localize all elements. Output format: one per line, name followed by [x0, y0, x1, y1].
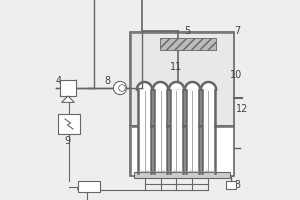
Text: 3: 3 — [234, 180, 240, 190]
Bar — [131, 127, 233, 175]
Text: 4: 4 — [56, 76, 62, 86]
Polygon shape — [154, 83, 167, 90]
Text: 8: 8 — [104, 76, 110, 86]
Bar — [139, 90, 150, 173]
Bar — [171, 90, 182, 173]
Text: 7: 7 — [234, 26, 240, 36]
Bar — [203, 90, 214, 173]
Text: 12: 12 — [236, 104, 248, 114]
Bar — [226, 181, 236, 189]
Bar — [187, 90, 198, 173]
Bar — [60, 80, 76, 96]
Polygon shape — [138, 83, 151, 90]
Text: 10: 10 — [230, 70, 242, 80]
Polygon shape — [170, 83, 183, 90]
Circle shape — [119, 85, 125, 91]
Bar — [160, 38, 216, 50]
Text: 11: 11 — [170, 62, 182, 72]
Bar — [131, 33, 233, 125]
Bar — [78, 181, 100, 192]
Bar — [130, 32, 234, 176]
Bar — [58, 114, 80, 134]
Text: AC/DC: AC/DC — [77, 182, 101, 191]
Bar — [155, 90, 166, 173]
Circle shape — [113, 81, 127, 95]
Text: 5: 5 — [184, 26, 190, 36]
Polygon shape — [202, 83, 215, 90]
Text: 9: 9 — [64, 136, 70, 146]
Polygon shape — [61, 96, 74, 102]
Polygon shape — [186, 83, 199, 90]
Bar — [134, 172, 230, 178]
